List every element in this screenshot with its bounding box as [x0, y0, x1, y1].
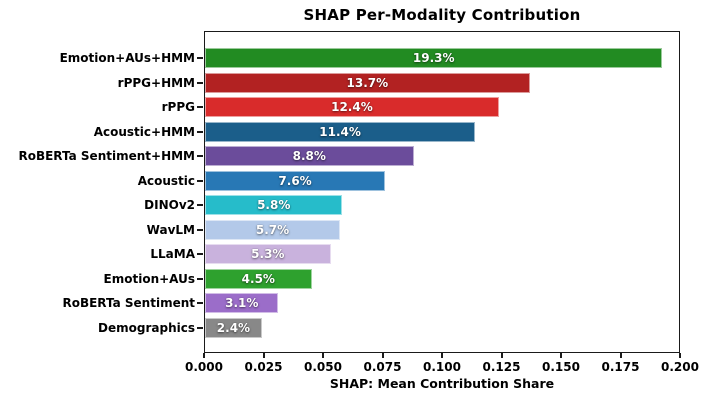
bar: 11.4% — [205, 121, 476, 142]
x-tick-label: 0.175 — [601, 360, 640, 374]
y-tick-mark — [197, 253, 203, 256]
bar: 2.4% — [205, 317, 262, 338]
bar-value-label: 19.3% — [412, 51, 455, 65]
bar: 5.8% — [205, 195, 343, 216]
bar-row: Acoustic 7.6% — [138, 170, 679, 191]
plot-area: Emotion+AUs+HMM 19.3% rPPG+HMM 13.7% rPPG 12.… — [18, 31, 680, 353]
bar-row: Emotion+AUs 4.5% — [104, 268, 679, 289]
y-tick-mark — [197, 155, 203, 158]
x-tick-mark — [203, 353, 205, 358]
y-tick-mark — [197, 302, 203, 305]
y-tick-mark — [197, 228, 203, 231]
bar-value-label: 4.5% — [241, 271, 275, 286]
y-tick-mark — [197, 57, 203, 59]
bar-rows-container: Emotion+AUs+HMM 19.3% rPPG+HMM 13.7% rPPG 12.… — [18, 32, 679, 352]
x-tick-label: 0.150 — [542, 360, 580, 374]
x-axis-label: SHAP: Mean Contribution Share — [329, 376, 555, 391]
bar: 3.1% — [205, 293, 279, 314]
x-tick-mark — [560, 353, 562, 358]
bar-value-label: 11.4% — [319, 124, 361, 139]
y-axis-category-label: Acoustic+HMM — [93, 124, 195, 139]
bar-row: LLaMA 5.3% — [150, 244, 679, 265]
x-tick-label: 0.000 — [185, 360, 223, 374]
bar-row: rPPG 12.4% — [162, 97, 679, 118]
bar: 4.5% — [205, 268, 312, 289]
x-tick-mark — [381, 353, 384, 358]
bar: 19.3% — [205, 48, 663, 68]
bar: 5.3% — [205, 244, 331, 265]
x-tick-mark — [262, 353, 265, 358]
bar-value-label: 8.8% — [292, 149, 326, 164]
x-tick-mark — [441, 353, 443, 358]
bar-row: RoBERTa Sentiment+HMM 8.8% — [18, 146, 679, 167]
bar-row: Acoustic+HMM 11.4% — [94, 121, 679, 142]
bar-row: DINOv2 5.8% — [144, 195, 679, 216]
y-tick-mark — [197, 326, 203, 329]
y-tick-mark — [197, 204, 203, 207]
y-axis-category-label: rPPG+HMM — [117, 75, 195, 90]
bar-row: WavLM 5.7% — [147, 219, 679, 240]
x-tick-label: 0.025 — [244, 360, 283, 374]
y-axis-category-label: Emotion+AUs — [103, 271, 195, 286]
bar-value-label: 5.7% — [255, 222, 290, 237]
y-tick-mark — [197, 106, 203, 109]
y-tick-mark — [197, 81, 203, 84]
bar: 8.8% — [205, 146, 414, 167]
bar-value-label: 7.6% — [278, 173, 312, 188]
bar-value-label: 5.3% — [251, 247, 285, 262]
x-tick-label: 0.075 — [363, 360, 402, 374]
x-tick-label: 0.050 — [304, 360, 342, 374]
bar-value-label: 5.8% — [257, 198, 291, 213]
y-axis-category-label: DINOv2 — [144, 198, 195, 213]
bar-row: Demographics 2.4% — [98, 317, 679, 338]
x-tick-label: 0.100 — [423, 360, 461, 374]
y-axis-category-label: RoBERTa Sentiment+HMM — [18, 149, 195, 164]
bar-row: RoBERTa Sentiment 3.1% — [62, 293, 679, 314]
bar: 13.7% — [205, 72, 530, 93]
x-tick-label: 0.125 — [482, 360, 521, 374]
y-tick-mark — [197, 130, 203, 133]
chart-title: SHAP Per-Modality Contribution — [303, 6, 581, 24]
y-axis-category-label: Emotion+AUs+HMM — [59, 51, 195, 65]
y-axis-category-label: WavLM — [146, 222, 195, 237]
bar: 5.7% — [205, 219, 341, 240]
x-tick-mark — [619, 353, 622, 358]
x-axis-ticks: 0.000 0.025 0.050 0.075 0.100 0.125 0.150 0.175… — [185, 353, 699, 375]
bar-row: Emotion+AUs+HMM 19.3% — [60, 48, 679, 68]
bar-value-label: 2.4% — [216, 320, 251, 335]
bar-value-label: 13.7% — [346, 75, 389, 90]
y-axis-category-label: Acoustic — [137, 173, 195, 188]
bar-row: rPPG+HMM 13.7% — [118, 72, 679, 93]
x-tick-mark — [322, 353, 324, 358]
y-axis-category-label: LLaMA — [150, 247, 195, 262]
x-tick-label: 0.200 — [661, 360, 699, 374]
bar: 12.4% — [205, 97, 499, 118]
bar: 7.6% — [205, 170, 386, 191]
y-axis-category-label: Demographics — [98, 320, 195, 335]
bar-value-label: 3.1% — [225, 296, 259, 311]
y-axis-category-label: rPPG — [161, 100, 195, 115]
y-axis-category-label: RoBERTa Sentiment — [62, 296, 195, 311]
y-tick-mark — [197, 277, 203, 280]
y-tick-mark — [197, 179, 203, 182]
x-tick-mark — [500, 353, 503, 358]
bar-value-label: 12.4% — [331, 100, 373, 115]
x-tick-mark — [679, 353, 681, 358]
